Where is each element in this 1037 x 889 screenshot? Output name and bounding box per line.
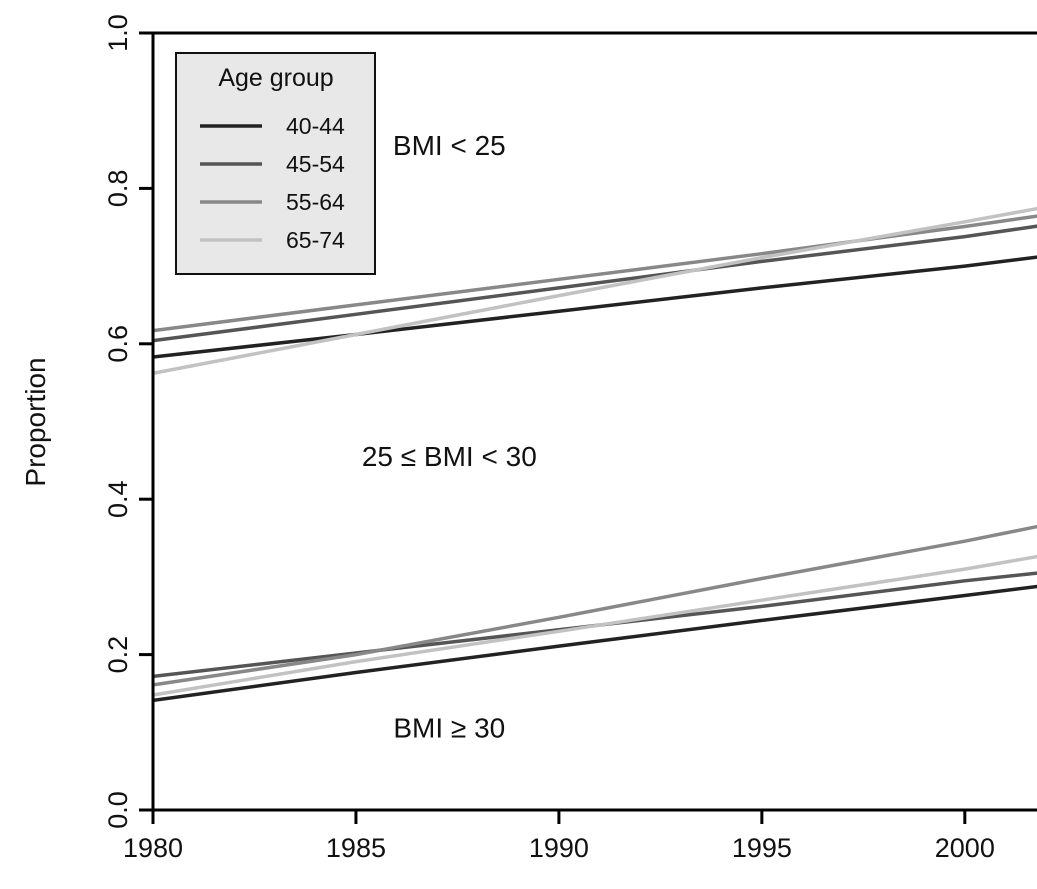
y-tick-label: 0.0 <box>103 791 133 829</box>
series-line-lower-40-44 <box>153 584 1037 703</box>
y-tick-label: 0.8 <box>103 170 133 208</box>
x-tick-label: 1980 <box>123 833 183 863</box>
y-tick-label: 0.6 <box>103 325 133 363</box>
series-line-upper-40-44 <box>153 255 1037 359</box>
legend-entry-label: 65-74 <box>286 227 345 253</box>
y-axis-label: Proportion <box>20 357 51 486</box>
series-line-upper-45-54 <box>153 224 1037 343</box>
x-tick-label: 1990 <box>529 833 589 863</box>
y-tick-label: 1.0 <box>103 14 133 52</box>
series-line-lower-45-54 <box>153 571 1037 679</box>
series-line-lower-55-64 <box>153 524 1037 687</box>
legend-entry-label: 55-64 <box>286 189 345 215</box>
region-label: 25 ≤ BMI < 30 <box>362 441 537 472</box>
x-tick-label: 2000 <box>935 833 995 863</box>
y-axis: 0.0 0.2 0.4 0.6 0.8 1.0 <box>103 14 155 829</box>
series-line-upper-65-74 <box>153 206 1037 376</box>
legend-entry-label: 45-54 <box>286 151 345 177</box>
legend-entry-label: 40-44 <box>286 113 345 139</box>
region-label: BMI < 25 <box>393 130 506 161</box>
x-tick-label: 1985 <box>326 833 386 863</box>
annotations: BMI < 25 25 ≤ BMI < 30 BMI ≥ 30 <box>362 130 537 744</box>
series-line-upper-55-64 <box>153 214 1037 333</box>
legend: Age group 40-44 45-54 55-64 65-74 <box>175 52 376 275</box>
series-layer <box>153 206 1037 703</box>
region-label: BMI ≥ 30 <box>393 713 505 744</box>
y-tick-label: 0.4 <box>103 480 133 518</box>
series-line-lower-65-74 <box>153 554 1037 697</box>
y-tick-label: 0.2 <box>103 636 133 674</box>
x-tick-label: 1995 <box>732 833 792 863</box>
legend-title: Age group <box>218 64 333 92</box>
x-axis: 1980 1985 1990 1995 2000 <box>123 808 1037 863</box>
legend-entries: 40-44 45-54 55-64 65-74 <box>200 113 345 253</box>
